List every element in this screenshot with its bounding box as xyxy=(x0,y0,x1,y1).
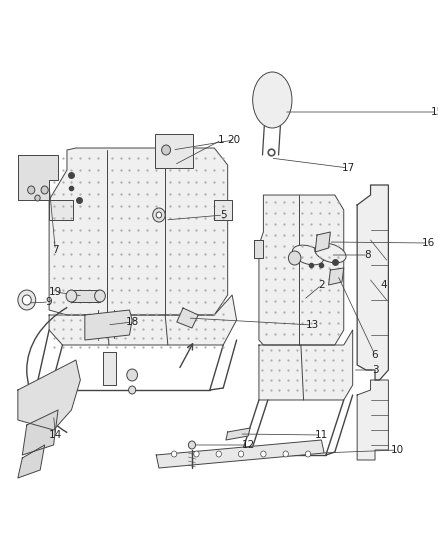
Circle shape xyxy=(28,186,35,194)
Circle shape xyxy=(129,386,136,394)
Polygon shape xyxy=(49,295,237,345)
Text: 4: 4 xyxy=(381,280,387,290)
Text: 17: 17 xyxy=(342,163,355,173)
Polygon shape xyxy=(357,185,389,380)
Text: 1: 1 xyxy=(218,135,225,145)
Circle shape xyxy=(216,451,222,457)
FancyBboxPatch shape xyxy=(155,134,193,168)
Circle shape xyxy=(283,451,288,457)
Polygon shape xyxy=(156,440,324,468)
Ellipse shape xyxy=(95,290,106,302)
Polygon shape xyxy=(49,148,228,315)
Polygon shape xyxy=(328,268,344,285)
Text: 20: 20 xyxy=(227,135,240,145)
Circle shape xyxy=(238,451,244,457)
Circle shape xyxy=(127,369,138,381)
Text: 7: 7 xyxy=(52,245,59,255)
Text: 8: 8 xyxy=(364,250,371,260)
Circle shape xyxy=(171,451,177,457)
Text: 18: 18 xyxy=(126,317,139,327)
Polygon shape xyxy=(315,232,330,252)
Text: 19: 19 xyxy=(49,287,62,297)
Polygon shape xyxy=(357,380,389,460)
Polygon shape xyxy=(254,240,263,258)
Circle shape xyxy=(194,451,199,457)
Polygon shape xyxy=(259,195,344,345)
Polygon shape xyxy=(85,310,132,340)
Polygon shape xyxy=(18,360,80,430)
Text: 14: 14 xyxy=(49,430,62,440)
Polygon shape xyxy=(22,410,58,455)
Text: 6: 6 xyxy=(372,350,378,360)
Text: 3: 3 xyxy=(372,365,378,375)
Text: 11: 11 xyxy=(315,430,328,440)
Text: 15: 15 xyxy=(431,107,438,117)
Circle shape xyxy=(188,441,195,449)
Ellipse shape xyxy=(253,72,292,128)
Circle shape xyxy=(288,251,301,265)
Polygon shape xyxy=(214,200,232,220)
Text: 13: 13 xyxy=(306,320,319,330)
Ellipse shape xyxy=(314,243,346,263)
Circle shape xyxy=(41,186,48,194)
Text: 10: 10 xyxy=(391,445,404,455)
Circle shape xyxy=(22,295,31,305)
Polygon shape xyxy=(259,330,353,400)
Text: 16: 16 xyxy=(422,238,435,248)
Circle shape xyxy=(153,208,165,222)
Circle shape xyxy=(261,451,266,457)
Text: 12: 12 xyxy=(242,440,255,450)
Polygon shape xyxy=(18,155,58,200)
Text: 2: 2 xyxy=(318,280,325,290)
Polygon shape xyxy=(177,308,198,328)
Circle shape xyxy=(35,195,40,201)
Polygon shape xyxy=(49,200,73,220)
Polygon shape xyxy=(71,290,100,302)
Polygon shape xyxy=(226,428,250,440)
Ellipse shape xyxy=(66,290,77,302)
Circle shape xyxy=(156,212,162,218)
Circle shape xyxy=(18,290,36,310)
Ellipse shape xyxy=(293,245,324,265)
Text: 5: 5 xyxy=(220,210,226,220)
Text: 9: 9 xyxy=(46,297,53,307)
Circle shape xyxy=(305,451,311,457)
Polygon shape xyxy=(102,352,116,385)
Circle shape xyxy=(162,145,170,155)
Polygon shape xyxy=(18,445,45,478)
